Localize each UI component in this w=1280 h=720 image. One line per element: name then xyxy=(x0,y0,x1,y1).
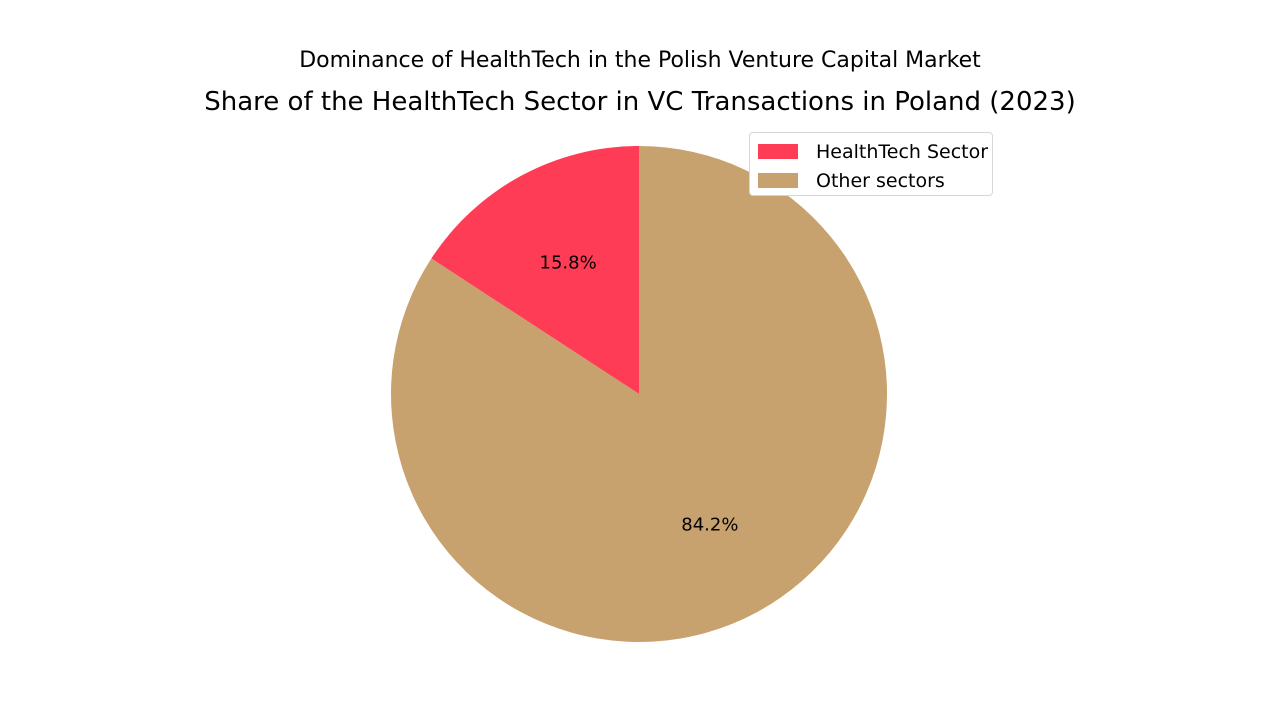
legend-swatch-healthtech xyxy=(758,144,798,159)
pie-label-healthtech-sector: 15.8% xyxy=(540,253,597,274)
pie-slices xyxy=(391,146,888,642)
chart-legend: HealthTech Sector Other sectors xyxy=(749,132,993,196)
chart-suptitle: Dominance of HealthTech in the Polish Ve… xyxy=(299,48,981,73)
pie-label-other-sectors: 84.2% xyxy=(681,514,738,535)
pie-slice-other-sectors xyxy=(391,146,888,642)
legend-label-healthtech: HealthTech Sector xyxy=(816,140,989,163)
legend-label-other-sectors: Other sectors xyxy=(816,169,945,192)
legend-item-healthtech: HealthTech Sector xyxy=(758,137,988,166)
chart-title: Share of the HealthTech Sector in VC Tra… xyxy=(204,87,1076,117)
legend-item-other-sectors: Other sectors xyxy=(758,166,984,195)
legend-swatch-other-sectors xyxy=(758,173,798,188)
pie-labels: 15.8% 84.2% xyxy=(540,253,739,536)
pie-slice-healthtech-sector xyxy=(431,146,639,394)
